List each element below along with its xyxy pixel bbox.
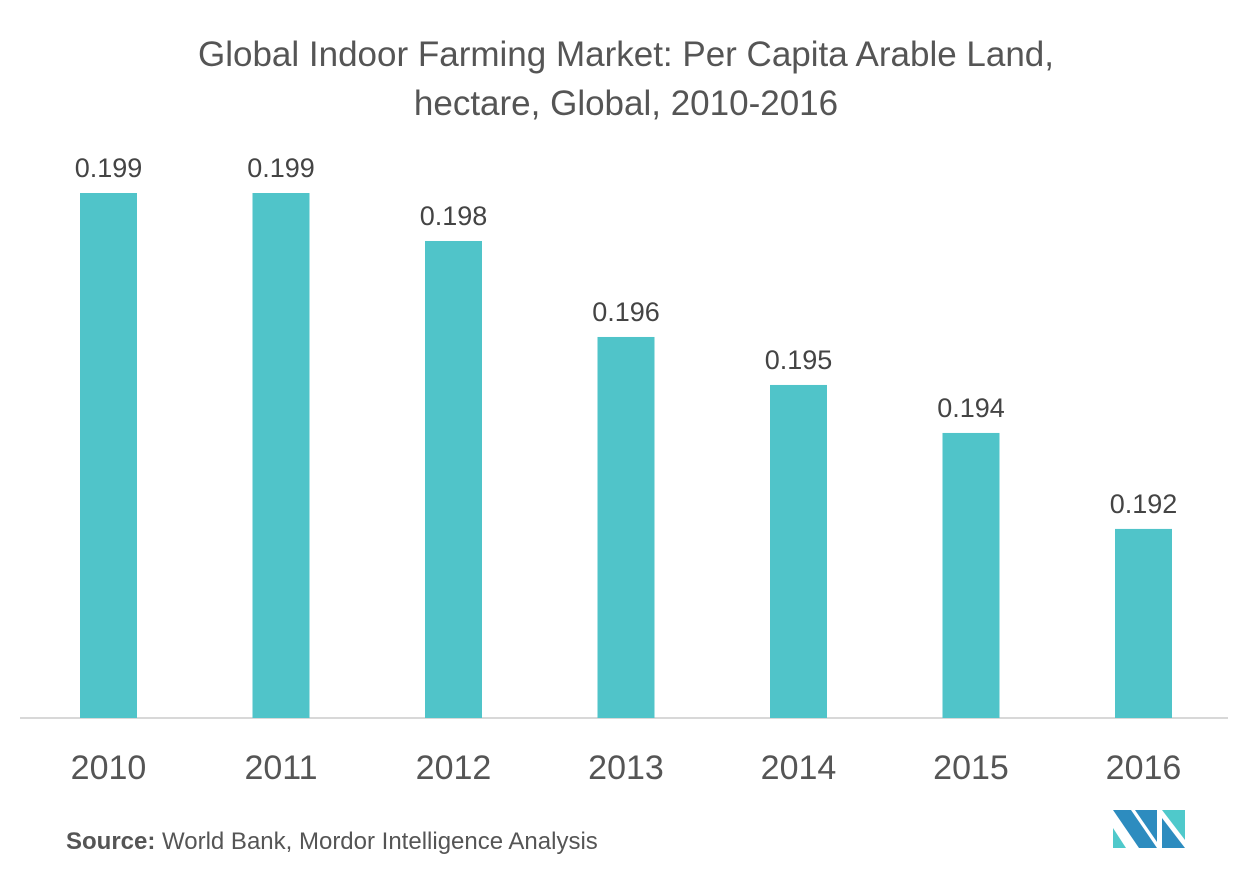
x-tick-label-2013: 2013 <box>588 749 664 787</box>
bars-group: 0.199 2010 0.199 2011 0.198 2012 0.196 2013 0.19… <box>71 153 1182 787</box>
data-label-2013: 0.196 <box>592 297 660 327</box>
x-tick-label-2012: 2012 <box>416 749 492 787</box>
x-tick-label-2014: 2014 <box>761 749 837 787</box>
bar-2010 <box>80 193 137 718</box>
chart-title-line2: hectare, Global, 2010-2016 <box>413 84 839 123</box>
x-tick-label-2011: 2011 <box>244 749 317 787</box>
bar-2016 <box>1115 528 1172 718</box>
bar-2012 <box>425 240 482 719</box>
data-label-2011: 0.199 <box>247 153 315 183</box>
bar-2013 <box>597 336 655 718</box>
x-tick-label-2015: 2015 <box>933 749 1009 787</box>
bar-2015 <box>942 432 1000 718</box>
source-note: Source: World Bank, Mordor Intelligence … <box>66 828 598 856</box>
bar-2014 <box>770 384 827 718</box>
data-label-2014: 0.195 <box>765 345 833 375</box>
bar-2011 <box>252 193 310 718</box>
data-label-2012: 0.198 <box>420 201 488 231</box>
data-label-2015: 0.194 <box>937 393 1005 423</box>
source-text: World Bank, Mordor Intelligence Analysis <box>155 828 598 855</box>
x-tick-label-2016: 2016 <box>1106 749 1182 787</box>
data-label-2016: 0.192 <box>1110 489 1178 519</box>
x-tick-label-2010: 2010 <box>71 749 147 787</box>
data-label-2010: 0.199 <box>75 153 143 183</box>
mordor-intelligence-logo <box>1113 810 1185 848</box>
chart-title: Global Indoor Farming Market: Per Capita… <box>0 30 1252 128</box>
chart-title-line1: Global Indoor Farming Market: Per Capita… <box>198 35 1054 74</box>
source-label: Source: <box>66 828 156 855</box>
